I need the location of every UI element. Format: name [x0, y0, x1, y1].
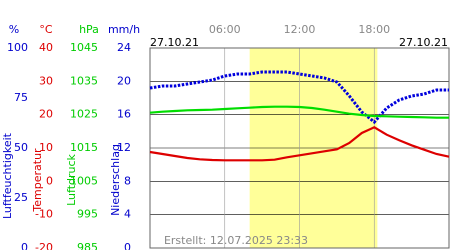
- y-tick-label: 4: [124, 208, 131, 221]
- series-line: [149, 105, 449, 119]
- y-tick-label: 0: [46, 174, 53, 187]
- y-tick-label: -10: [35, 208, 53, 221]
- y-tick-label: 12: [117, 141, 131, 154]
- y-tick-label: 25: [14, 191, 28, 204]
- axis-name: Luftfeuchtigkeit: [1, 132, 14, 219]
- y-tick-label: 20: [117, 74, 131, 87]
- y-tick-label: 30: [39, 74, 53, 87]
- axis-unit: °C: [39, 23, 53, 36]
- y-tick-label: 75: [14, 91, 28, 104]
- y-tick-label: 985: [77, 241, 98, 250]
- y-tick-label: 40: [39, 41, 53, 54]
- x-tick-label: 18:00: [358, 23, 390, 36]
- x-tick-label: 06:00: [209, 23, 241, 36]
- y-tick-label: 100: [7, 41, 28, 54]
- date-left: 27.10.21: [150, 36, 199, 49]
- y-tick-label: 1025: [70, 108, 98, 121]
- y-tick-label: 8: [124, 174, 131, 187]
- y-tick-label: 24: [117, 41, 131, 54]
- date-right: 27.10.21: [399, 36, 448, 49]
- y-tick-label: 1005: [70, 174, 98, 187]
- axis-unit: mm/h: [108, 23, 140, 36]
- y-tick-label: 995: [77, 208, 98, 221]
- footer: Erstellt: 12.07.2025 23:33: [164, 234, 308, 247]
- y-tick-label: 20: [39, 108, 53, 121]
- series-line: [149, 126, 450, 162]
- y-tick-label: 1015: [70, 141, 98, 154]
- y-tick-label: 0: [124, 241, 131, 250]
- axis-name: Temperatur: [31, 148, 44, 213]
- y-tick-label: 1035: [70, 74, 98, 87]
- y-tick-label: 16: [117, 108, 131, 121]
- x-tick-label: 12:00: [284, 23, 316, 36]
- axis-unit: %: [9, 23, 19, 36]
- y-tick-label: 1045: [70, 41, 98, 54]
- series-line: [149, 70, 449, 125]
- plot-frame: [149, 47, 450, 249]
- y-tick-label: 50: [14, 141, 28, 154]
- y-tick-label: -20: [35, 241, 53, 250]
- axis-name: Niederschlag: [109, 144, 122, 216]
- y-tick-label: 10: [39, 141, 53, 154]
- y-tick-label: 0: [21, 241, 28, 250]
- axis-unit: hPa: [79, 23, 99, 36]
- axis-name: Luftdruck: [65, 153, 78, 205]
